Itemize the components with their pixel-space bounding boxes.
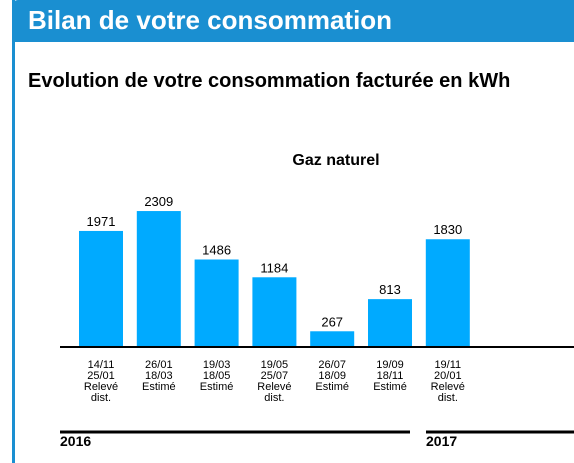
bar-value-label: 267 [321, 314, 343, 329]
category-label: 19/05 25/07 Relevé dist. [257, 359, 291, 404]
bar-value-label: 1830 [433, 222, 462, 237]
bar [194, 259, 239, 347]
bar-value-label: 1971 [87, 214, 116, 229]
consumption-bar-chart: Gaz naturel 1971 14/11 25/01 Relevé dist. 2309… [60, 152, 574, 449]
chart-title: Gaz naturel [292, 152, 379, 169]
bar [252, 277, 297, 347]
year-label: 2016 [60, 433, 91, 449]
chart-section-title: Evolution de votre consommation facturée… [28, 70, 511, 92]
header-title: Bilan de votre consommation [28, 5, 393, 35]
category-label: 19/03 18/05 Estimé [200, 359, 234, 393]
category-label: 19/11 20/01 Relevé dist. [431, 359, 465, 404]
left-border [12, 0, 15, 463]
section-header: Bilan de votre consommation [12, 0, 574, 42]
category-label: 19/09 18/11 Estimé [373, 359, 407, 393]
bar [310, 331, 355, 347]
bar-value-label: 813 [379, 282, 401, 297]
bar-value-label: 1486 [202, 243, 231, 258]
year-label: 2017 [426, 433, 457, 449]
category-label: 26/07 18/09 Estimé [315, 359, 349, 393]
bar [79, 230, 123, 347]
bar-value-label: 1184 [260, 260, 288, 275]
bar [136, 211, 181, 347]
bar [425, 239, 470, 347]
category-label: 14/11 25/01 Relevé dist. [84, 359, 118, 404]
bar [368, 299, 412, 347]
bar-value-label: 2309 [144, 194, 173, 209]
category-label: 26/01 18/03 Estimé [142, 359, 176, 393]
